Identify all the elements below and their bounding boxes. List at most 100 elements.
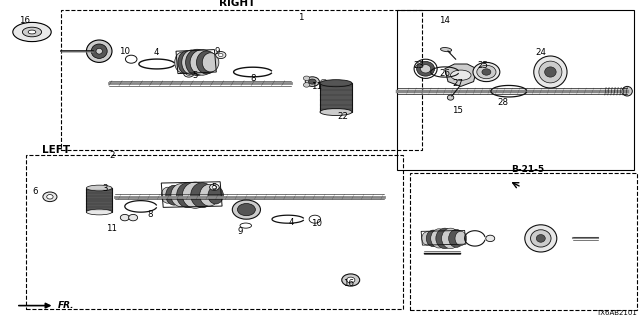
Ellipse shape [422, 232, 433, 245]
Text: LEFT: LEFT [42, 145, 70, 155]
Ellipse shape [202, 53, 219, 72]
Ellipse shape [196, 51, 217, 74]
Ellipse shape [449, 229, 464, 247]
Text: 27: 27 [452, 79, 463, 88]
Text: 8: 8 [148, 210, 153, 219]
Bar [86, 188, 112, 212]
Circle shape [451, 70, 471, 80]
Ellipse shape [161, 187, 174, 203]
Ellipse shape [531, 230, 551, 247]
Ellipse shape [442, 228, 460, 249]
Ellipse shape [218, 53, 223, 57]
Ellipse shape [536, 235, 545, 242]
Ellipse shape [486, 235, 495, 242]
Ellipse shape [182, 182, 208, 208]
Ellipse shape [210, 184, 220, 190]
Ellipse shape [545, 67, 556, 77]
Ellipse shape [96, 48, 102, 54]
Text: 11: 11 [106, 224, 118, 233]
Ellipse shape [342, 274, 360, 286]
Text: 5: 5 [212, 183, 217, 192]
Ellipse shape [473, 62, 500, 82]
Ellipse shape [177, 183, 200, 208]
Ellipse shape [208, 186, 223, 204]
Text: 6: 6 [33, 188, 38, 196]
Text: 1: 1 [298, 13, 303, 22]
Ellipse shape [216, 52, 226, 59]
Text: 11: 11 [311, 82, 323, 91]
Ellipse shape [477, 65, 496, 79]
Ellipse shape [320, 108, 352, 116]
Circle shape [22, 27, 42, 37]
Text: 24: 24 [535, 48, 547, 57]
Ellipse shape [47, 195, 53, 199]
Text: 15: 15 [452, 106, 463, 115]
Ellipse shape [186, 49, 209, 76]
Text: 8: 8 [250, 74, 255, 83]
Ellipse shape [482, 69, 491, 75]
Polygon shape [445, 64, 477, 86]
Ellipse shape [440, 48, 452, 52]
Text: 10: 10 [311, 220, 323, 228]
Ellipse shape [212, 186, 216, 189]
Text: 28: 28 [497, 98, 508, 107]
Ellipse shape [175, 52, 190, 73]
Ellipse shape [178, 51, 196, 74]
Ellipse shape [171, 184, 191, 207]
Text: 4: 4 [154, 48, 159, 57]
Ellipse shape [303, 83, 310, 87]
Text: 5: 5 [193, 71, 198, 80]
Circle shape [13, 22, 51, 42]
Text: 4: 4 [289, 218, 294, 227]
Ellipse shape [186, 72, 191, 75]
Text: 23: 23 [413, 61, 425, 70]
Text: 9: 9 [215, 47, 220, 56]
Ellipse shape [86, 209, 112, 215]
Text: 3: 3 [103, 184, 108, 193]
Text: 2: 2 [109, 151, 115, 160]
Ellipse shape [184, 70, 194, 77]
Text: FR.: FR. [58, 301, 74, 310]
Ellipse shape [303, 76, 310, 81]
Ellipse shape [320, 80, 352, 87]
Bar [320, 83, 352, 112]
Ellipse shape [436, 228, 454, 249]
Ellipse shape [426, 230, 440, 247]
Ellipse shape [182, 50, 202, 75]
Ellipse shape [455, 231, 467, 246]
Ellipse shape [232, 200, 260, 219]
Ellipse shape [308, 79, 316, 84]
Text: 22: 22 [337, 112, 348, 121]
Text: 16: 16 [19, 16, 30, 25]
Ellipse shape [190, 50, 214, 75]
Ellipse shape [347, 277, 355, 283]
Text: 10: 10 [119, 47, 131, 56]
Ellipse shape [321, 79, 327, 84]
Ellipse shape [622, 86, 632, 96]
Ellipse shape [431, 229, 447, 248]
Ellipse shape [237, 204, 255, 216]
Circle shape [28, 30, 36, 34]
Text: 14: 14 [439, 16, 451, 25]
Ellipse shape [129, 214, 138, 221]
Ellipse shape [539, 61, 562, 83]
Text: B-21-5: B-21-5 [511, 165, 545, 174]
Ellipse shape [534, 56, 567, 88]
Ellipse shape [120, 214, 129, 221]
Ellipse shape [420, 65, 431, 73]
Ellipse shape [447, 95, 454, 100]
Ellipse shape [86, 40, 112, 62]
Text: 26: 26 [439, 69, 451, 78]
Ellipse shape [43, 192, 57, 202]
Ellipse shape [525, 225, 557, 252]
Text: RIGHT: RIGHT [219, 0, 255, 8]
Ellipse shape [191, 183, 214, 208]
Ellipse shape [305, 77, 319, 86]
Text: 25: 25 [477, 61, 489, 70]
Text: TX6AB2101: TX6AB2101 [596, 310, 637, 316]
Ellipse shape [417, 61, 435, 76]
Ellipse shape [200, 184, 219, 206]
Text: 9: 9 [237, 228, 243, 236]
Ellipse shape [92, 44, 108, 58]
Ellipse shape [86, 185, 112, 191]
